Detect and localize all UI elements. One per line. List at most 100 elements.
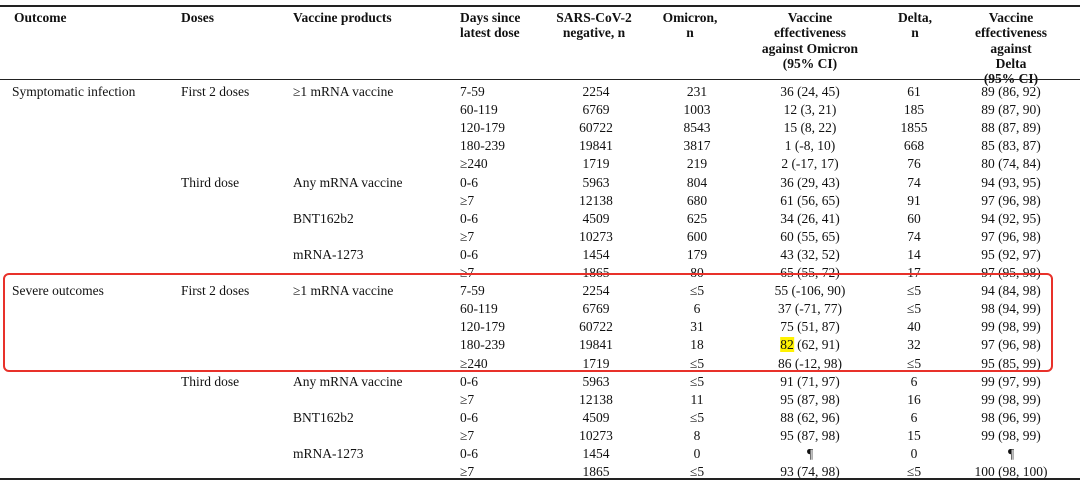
cell-omicron: 3817 [683, 138, 711, 154]
cell-ve-delta: 85 (83, 87) [981, 138, 1041, 154]
cell-ve-omicron: 75 (51, 87) [780, 319, 840, 335]
cell-negative: 1865 [582, 464, 610, 480]
cell-ve-delta: ¶ [1007, 446, 1015, 461]
cell-omicron: 680 [686, 192, 708, 208]
cell-ve-omicron: 95 (87, 98) [780, 427, 840, 443]
cell-omicron: 804 [686, 174, 708, 190]
cell-negative: 1719 [582, 156, 610, 172]
cell-delta: 0 [910, 446, 918, 461]
cell-ve-omicron: 43 (32, 52) [780, 246, 840, 262]
cell-delta: 76 [907, 156, 921, 172]
cell-omicron: 179 [686, 246, 708, 262]
cell-negative: 60722 [579, 120, 613, 136]
cell-ve-omicron: 60 (55, 65) [780, 228, 840, 244]
cell-doses: First 2 doses [181, 283, 250, 299]
header-ve_omicron-line: (95% CI) [782, 55, 838, 71]
cell-ve-delta: 95 (85, 99) [981, 355, 1041, 371]
header-omicron-line: n [686, 25, 694, 41]
severe-outcomes-highlight-box [3, 273, 1053, 372]
cell-days: 60-119 [460, 102, 498, 118]
cell-doses: Third dose [181, 174, 240, 190]
cell-negative: 12138 [579, 391, 613, 407]
cell-days: 60-119 [460, 301, 498, 317]
cell-ve-delta: 98 (96, 99) [981, 409, 1041, 425]
header-bottom-rule [0, 79, 1080, 80]
cell-omicron: ≤5 [689, 464, 705, 480]
cell-days: ≥7 [460, 391, 475, 407]
cell-omicron: 1003 [683, 102, 711, 118]
cell-ve-omicron: 82 (62, 91) [780, 337, 840, 353]
cell-days: 180-239 [460, 138, 505, 154]
cell-omicron: 0 [693, 446, 701, 461]
header-ve_delta: Vaccine effectiveness against Delta (95% CI… [975, 10, 1047, 86]
cell-ve-delta: 89 (86, 92) [981, 84, 1041, 99]
cell-omicron: 11 [690, 391, 704, 407]
cell-days: 0-6 [460, 409, 478, 425]
cell-ve-omicron: 91 (71, 97) [780, 373, 840, 389]
cell-delta: 74 [907, 174, 921, 190]
header-delta-line: Delta, [897, 10, 933, 25]
cell-days: ≥7 [460, 427, 475, 443]
cell-product: Any mRNA vaccine [293, 174, 403, 190]
cell-omicron: ≤5 [689, 409, 705, 425]
cell-ve-delta: 99 (98, 99) [981, 391, 1041, 407]
header-negative-line: SARS-CoV-2 [556, 10, 632, 25]
header-outcome: Outcome [14, 10, 66, 25]
cell-negative: 19841 [579, 138, 613, 154]
cell-ve-omicron: 88 (62, 96) [780, 409, 840, 425]
cell-ve-omicron: 37 (-71, 77) [777, 301, 843, 317]
cell-ve-omicron: 61 (56, 65) [780, 192, 840, 208]
cell-delta: 16 [907, 391, 921, 407]
cell-days: ≥240 [460, 355, 488, 371]
header-products: Vaccine products [293, 10, 392, 25]
cell-delta: 61 [907, 84, 921, 99]
cell-omicron: 8 [693, 427, 701, 443]
cell-days: 120-179 [460, 120, 505, 136]
cell-ve-delta: 97 (96, 98) [981, 192, 1041, 208]
cell-ve-omicron: 15 (8, 22) [783, 120, 837, 136]
cell-omicron: 231 [686, 84, 708, 99]
cell-days: ≥7 [460, 192, 475, 208]
header-ve_omicron-line: Vaccine [787, 10, 833, 25]
cell-omicron: 6 [693, 301, 701, 317]
highlighted-value: 82 [780, 337, 794, 353]
cell-negative: 2254 [582, 283, 610, 299]
cell-delta: ≤5 [906, 355, 922, 371]
header-delta-line: n [911, 25, 919, 41]
cell-ve-omicron: 12 (3, 21) [783, 102, 837, 118]
cell-negative: 60722 [579, 319, 613, 335]
cell-delta: 668 [903, 138, 925, 154]
cell-delta: 60 [907, 210, 921, 226]
cell-negative: 19841 [579, 337, 613, 353]
cell-omicron: 219 [686, 156, 708, 172]
cell-days: 180-239 [460, 337, 505, 353]
cell-omicron: ≤5 [689, 373, 705, 389]
cell-delta: 1855 [900, 120, 928, 136]
cell-ve-omicron: 1 (-8, 10) [784, 138, 836, 154]
cell-ve-delta: 100 (98, 100) [974, 464, 1048, 480]
cell-ve-delta: 88 (87, 89) [981, 120, 1041, 136]
header-ve_delta-line: effectiveness [975, 25, 1047, 41]
cell-omicron: 625 [686, 210, 708, 226]
cell-ve-omicron: 86 (-12, 98) [777, 355, 843, 371]
cell-negative: 1865 [582, 265, 610, 280]
cell-negative: 5963 [582, 174, 610, 190]
cell-ve-omicron: 95 (87, 98) [780, 391, 840, 407]
cell-doses: First 2 doses [181, 84, 250, 99]
cell-product: mRNA-1273 [293, 246, 364, 262]
cell-ve-delta: 89 (87, 90) [981, 102, 1041, 118]
cell-days: ≥7 [460, 265, 475, 280]
cell-negative: 5963 [582, 373, 610, 389]
cell-ve-omicron: 93 (74, 98) [780, 464, 840, 480]
cell-ve-omicron: 55 (-106, 90) [774, 283, 846, 299]
cell-days: 0-6 [460, 174, 478, 190]
header-days: Days since latest dose [460, 10, 520, 41]
cell-ve-delta: 94 (93, 95) [981, 174, 1041, 190]
cell-omicron: ≤5 [689, 283, 705, 299]
header-ve_omicron-line: effectiveness [774, 25, 846, 41]
header-ve_delta-line: Vaccine [988, 10, 1034, 25]
header-outcome-line: Outcome [14, 10, 67, 25]
cell-negative: 12138 [579, 192, 613, 208]
cell-delta: 91 [907, 192, 921, 208]
cell-negative: 1454 [582, 246, 610, 262]
